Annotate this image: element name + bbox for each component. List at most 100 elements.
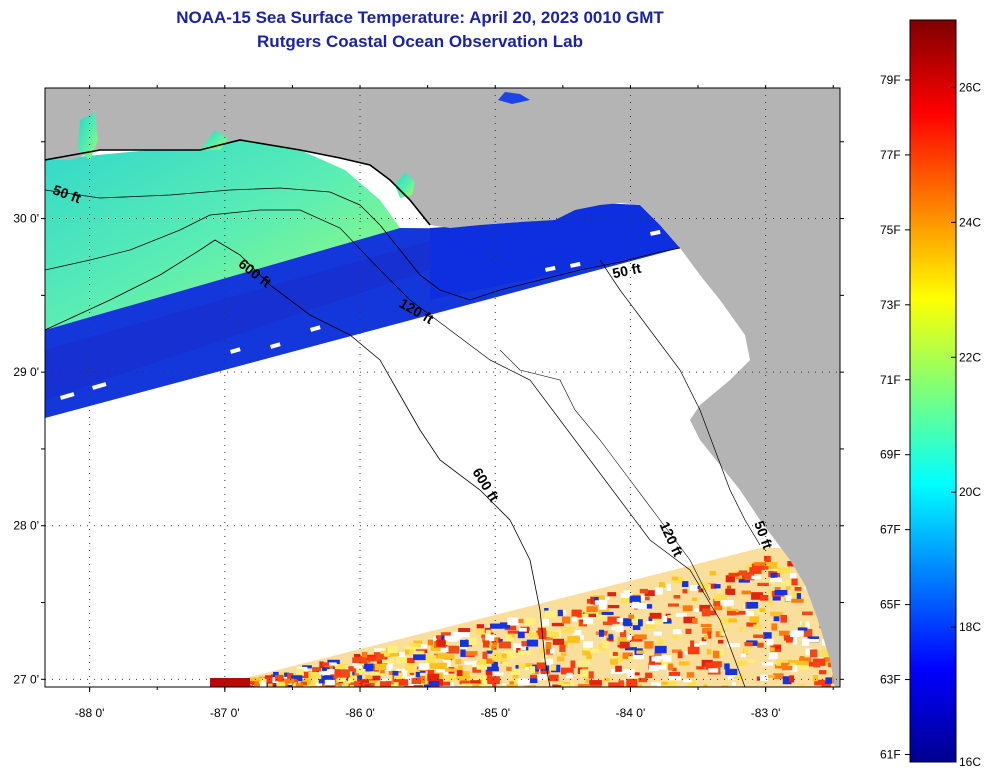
sst-pixel xyxy=(593,597,599,601)
sst-pixel xyxy=(798,665,809,670)
sst-pixel xyxy=(404,649,410,655)
sst-pixel xyxy=(637,619,643,627)
sst-pixel xyxy=(731,681,736,686)
sst-pixel xyxy=(350,681,361,687)
sst-pixel xyxy=(470,683,482,687)
sst-pixel xyxy=(542,686,554,687)
sst-pixel xyxy=(796,593,802,601)
coastline xyxy=(45,139,431,226)
sst-pixel xyxy=(724,663,730,670)
sst-pixel xyxy=(504,650,518,659)
sst-pixel xyxy=(583,611,597,618)
sst-pixel xyxy=(699,641,707,645)
sst-pixel xyxy=(396,656,406,664)
colorbar-c-label: 24C xyxy=(959,215,981,229)
sst-pixel xyxy=(586,654,592,659)
sst-pixel xyxy=(714,594,727,602)
sst-pixel xyxy=(445,674,455,681)
sst-pixel xyxy=(302,665,312,669)
sst-pixel xyxy=(560,652,567,657)
sst-pixel xyxy=(436,639,446,647)
land-mass xyxy=(45,88,840,687)
sst-pixel xyxy=(760,594,769,601)
sst-pixel xyxy=(427,639,433,646)
sst-swath-cold-inner xyxy=(45,232,540,400)
sst-pixel xyxy=(399,651,406,658)
sst-pixel xyxy=(517,650,531,656)
sst-pixel xyxy=(626,634,632,640)
sst-pixel xyxy=(310,685,320,687)
sst-pixel xyxy=(529,666,536,674)
sst-pixel xyxy=(741,611,754,617)
sst-pixel xyxy=(268,683,278,687)
sst-pixel xyxy=(601,611,614,615)
sst-pixel xyxy=(609,658,618,665)
sst-pixel xyxy=(570,660,576,669)
sst-pixel xyxy=(801,628,813,637)
sst-pixel xyxy=(672,629,682,635)
sst-pixel xyxy=(746,622,757,627)
sst-pixel xyxy=(379,681,391,687)
sst-pixel xyxy=(748,659,755,663)
sst-pixel xyxy=(560,667,574,675)
sst-pixel xyxy=(490,623,503,629)
sst-pixel xyxy=(667,603,679,607)
sst-pixel xyxy=(616,618,624,623)
sst-pixel xyxy=(667,615,673,619)
sst-pixel xyxy=(631,615,639,623)
sst-pixel xyxy=(217,686,223,687)
bay-water-3 xyxy=(395,172,415,198)
sst-pixel xyxy=(381,659,395,664)
sst-pixel xyxy=(382,665,392,671)
sst-pixel xyxy=(413,654,426,661)
sst-pixel xyxy=(773,673,784,679)
sst-pixel xyxy=(682,605,693,612)
sst-pixel xyxy=(699,582,709,591)
sst-pixel xyxy=(504,625,517,631)
sst-pixel xyxy=(794,586,802,591)
sst-pixel xyxy=(442,654,455,659)
sst-pixel xyxy=(487,676,500,684)
sst-pixel xyxy=(368,676,380,681)
sst-pixel xyxy=(801,638,810,646)
sst-pixel xyxy=(807,638,819,643)
sst-pixel xyxy=(672,667,677,672)
sst-pixel xyxy=(797,627,808,631)
sst-pixel xyxy=(668,671,681,676)
lake-water xyxy=(498,92,530,104)
sst-pixel xyxy=(415,671,420,678)
sst-pixel xyxy=(460,649,466,657)
sst-pixel xyxy=(544,610,557,619)
sst-pixel xyxy=(708,668,719,673)
sst-pixel xyxy=(549,631,560,638)
sst-pixel xyxy=(714,604,723,611)
sst-pixel xyxy=(727,642,740,648)
sst-pixel xyxy=(287,673,294,681)
sst-pixel xyxy=(625,647,637,651)
sst-pixel xyxy=(486,666,499,672)
sst-pixel xyxy=(749,616,760,623)
sst-pixel xyxy=(696,666,705,670)
sst-pixel xyxy=(476,624,484,629)
sst-pixel xyxy=(375,648,386,655)
sst-pixel xyxy=(486,674,492,681)
sst-pixel xyxy=(517,630,525,639)
sst-pixel xyxy=(725,588,736,595)
sst-pixel xyxy=(573,629,582,636)
colorbar-f-label: 75F xyxy=(880,223,901,237)
sst-pixel xyxy=(753,624,762,629)
bay-water xyxy=(78,112,98,160)
sst-pixel xyxy=(791,578,798,586)
sst-pixel xyxy=(579,635,585,640)
sst-pixel xyxy=(782,676,792,685)
sst-pixel xyxy=(743,647,749,655)
sst-pixel xyxy=(577,683,590,687)
sst-pixel xyxy=(594,598,608,605)
colorbar-c-label: 22C xyxy=(959,350,981,364)
sst-pixel xyxy=(701,608,711,617)
sst-pixel xyxy=(781,662,790,668)
sst-pixel xyxy=(311,680,319,686)
sst-pixel xyxy=(445,668,459,672)
sst-pixel xyxy=(450,684,455,687)
sst-pixel xyxy=(506,684,518,687)
